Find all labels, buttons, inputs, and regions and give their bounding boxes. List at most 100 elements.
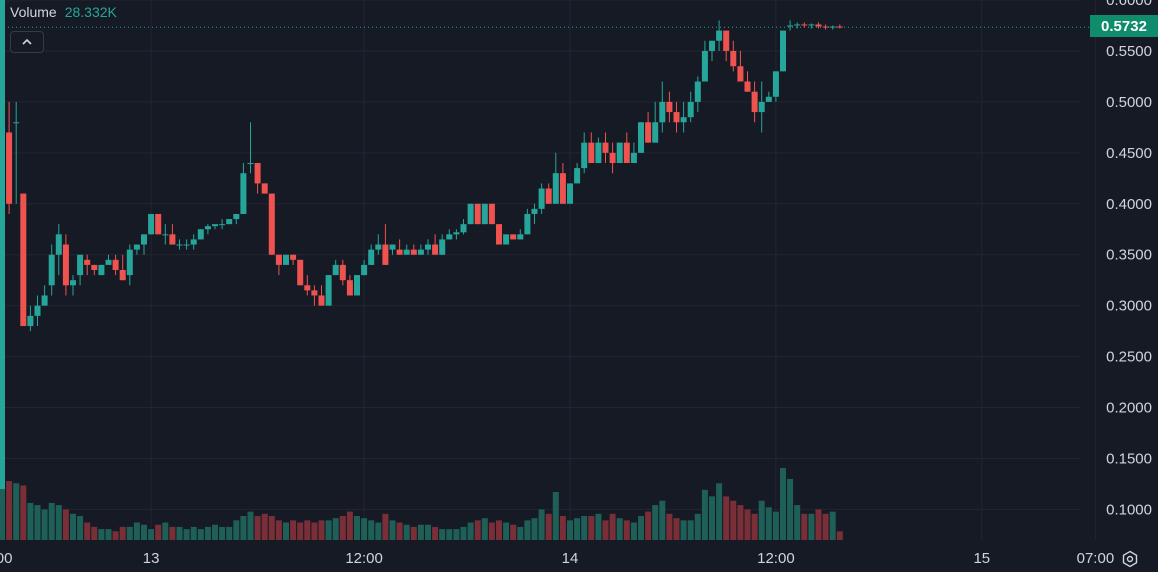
candle bbox=[744, 71, 751, 92]
candle bbox=[84, 254, 91, 276]
volume-bar bbox=[467, 522, 474, 540]
volume-bar bbox=[361, 518, 368, 540]
candle-body bbox=[829, 26, 836, 28]
candle-body bbox=[723, 30, 730, 51]
candle bbox=[126, 244, 133, 286]
y-tick-label: 0.5000 bbox=[1106, 94, 1152, 111]
volume-bar bbox=[453, 529, 460, 540]
volume-bar bbox=[652, 505, 659, 540]
candle-body bbox=[496, 224, 502, 245]
volume-bar bbox=[268, 516, 275, 540]
candle-body bbox=[737, 66, 744, 82]
volume-bar bbox=[829, 511, 836, 540]
candle bbox=[98, 264, 105, 276]
candle bbox=[574, 163, 581, 184]
candle bbox=[659, 81, 666, 133]
volume-bar bbox=[822, 513, 829, 540]
volume-bar bbox=[517, 526, 524, 540]
volume-legend: Volume 28.332K bbox=[10, 4, 117, 20]
volume-bar bbox=[638, 516, 644, 540]
candle-body bbox=[517, 234, 524, 240]
volume-legend-label: Volume bbox=[10, 4, 57, 20]
candle-body bbox=[311, 290, 318, 296]
candle bbox=[6, 101, 13, 214]
candle-body bbox=[275, 254, 282, 265]
candle-body bbox=[446, 234, 453, 240]
volume-bar bbox=[148, 529, 155, 540]
candle-body bbox=[574, 168, 581, 184]
chart-settings-button[interactable] bbox=[1120, 549, 1140, 569]
candle bbox=[545, 183, 552, 204]
candle-body bbox=[595, 142, 602, 164]
volume-bar bbox=[737, 505, 744, 540]
candle bbox=[55, 224, 62, 276]
candle-body bbox=[822, 26, 829, 28]
x-tick-label: 13 bbox=[143, 550, 160, 567]
volume-bar bbox=[716, 483, 723, 540]
volume-bar bbox=[126, 526, 133, 540]
volume-bar bbox=[673, 518, 680, 540]
candle-body bbox=[701, 50, 708, 82]
candle bbox=[453, 229, 460, 240]
candle-body bbox=[325, 275, 332, 306]
candle bbox=[709, 40, 715, 62]
candle bbox=[595, 137, 602, 164]
candle-body bbox=[133, 244, 140, 250]
candle bbox=[169, 224, 176, 245]
candle bbox=[141, 234, 147, 255]
volume-bar bbox=[552, 492, 559, 540]
candle-body bbox=[815, 24, 822, 27]
candle bbox=[254, 163, 261, 194]
volume-bar bbox=[176, 526, 183, 540]
candle-body bbox=[6, 132, 13, 204]
candle-body bbox=[645, 122, 652, 143]
candle bbox=[62, 234, 69, 296]
volume-bar bbox=[446, 529, 453, 540]
candle-body bbox=[169, 234, 176, 245]
candle-body bbox=[467, 203, 474, 225]
volume-legend-value: 28.332K bbox=[64, 4, 117, 20]
volume-bar bbox=[680, 520, 687, 540]
volume-bar bbox=[346, 511, 353, 540]
volume-bar bbox=[382, 513, 389, 540]
candle-body bbox=[765, 96, 772, 102]
candle bbox=[808, 23, 815, 29]
candle bbox=[183, 239, 190, 250]
collapse-legend-button[interactable] bbox=[10, 31, 44, 53]
candle bbox=[396, 239, 403, 255]
candle bbox=[247, 122, 254, 174]
volume-bar bbox=[247, 511, 254, 540]
candle bbox=[20, 193, 27, 327]
x-tick-label: 15 bbox=[973, 550, 990, 567]
x-tick-label: :00 bbox=[0, 550, 12, 567]
candle-body bbox=[787, 25, 794, 27]
volume-bar bbox=[190, 526, 197, 540]
candle bbox=[197, 229, 204, 240]
candle-body bbox=[474, 203, 481, 225]
candle bbox=[460, 219, 467, 235]
volume-bar bbox=[105, 529, 112, 540]
volume-bar bbox=[417, 524, 424, 540]
volume-bar bbox=[254, 516, 261, 540]
candle bbox=[723, 30, 730, 62]
candle bbox=[162, 224, 169, 245]
volume-bar bbox=[0, 474, 5, 540]
candle bbox=[77, 254, 84, 286]
volume-bar bbox=[481, 518, 488, 540]
candle bbox=[616, 142, 623, 164]
candle bbox=[212, 224, 218, 230]
candle bbox=[510, 234, 517, 240]
candle-body bbox=[84, 259, 91, 265]
volume-bar bbox=[34, 505, 41, 540]
candle-body bbox=[751, 91, 758, 113]
candle bbox=[538, 183, 545, 214]
candle-body bbox=[13, 122, 20, 124]
volume-bar bbox=[183, 529, 190, 540]
candle bbox=[304, 275, 311, 296]
volume-bar bbox=[233, 520, 240, 540]
candle-body bbox=[503, 234, 510, 245]
candle-body bbox=[666, 101, 673, 113]
candle bbox=[226, 219, 233, 225]
volume-bar bbox=[787, 478, 794, 540]
